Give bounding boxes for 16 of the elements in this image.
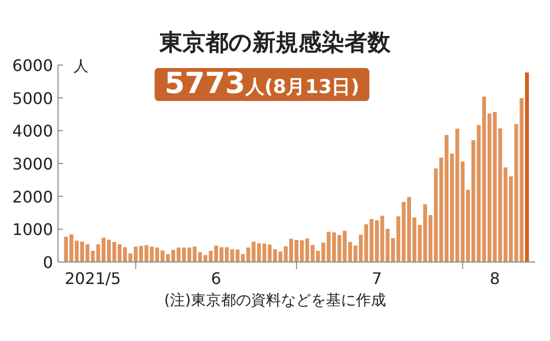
chart-subtitle: 5773人(8月13日) [164,66,360,100]
y-tick-label: 4000 [12,122,53,141]
text: (注)東京都の資料などを基に作成 [164,291,386,309]
y-tick-label: 1000 [12,220,53,240]
bar [525,72,529,262]
y-tick-label: 6000 [12,56,53,75]
y-axis-title: 人 [74,57,88,75]
y-tick-label: 2000 [12,187,53,206]
x-tick-label: 7 [372,269,382,288]
y-tick-label: 0 [42,253,53,272]
x-tick-label: 6 [211,269,222,288]
y-tick-label: 5000 [12,88,53,108]
y-tick-label: 3000 [12,154,53,174]
x-tick-label: 8 [490,269,500,288]
x-tick-label: 2021/5 [64,269,121,288]
chart-title: 東京都の新規感染者数 [158,29,392,56]
